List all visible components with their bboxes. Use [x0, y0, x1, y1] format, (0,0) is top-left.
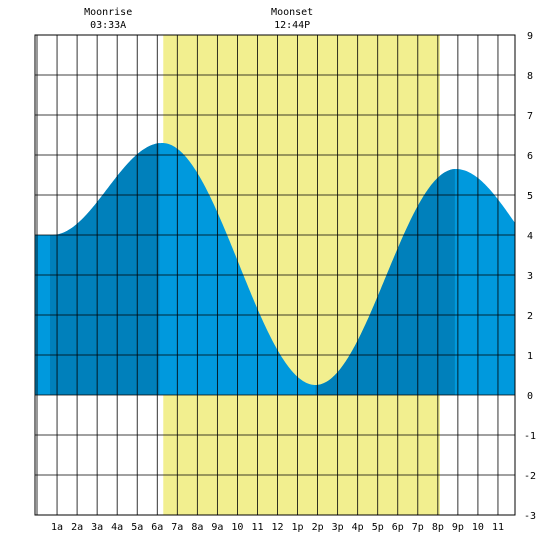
x-tick-label-23: 11 [492, 522, 504, 533]
x-tick-label-21: 9p [452, 522, 464, 533]
y-tick-label-5: 5 [527, 191, 533, 202]
y-tick-label-8: 8 [527, 71, 533, 82]
y-tick-label--1: -1 [524, 431, 536, 442]
y-tick-label-2: 2 [527, 311, 533, 322]
grid-layer [34, 34, 516, 516]
x-tick-label-15: 3p [332, 522, 344, 533]
x-tick-label-14: 2p [312, 522, 324, 533]
y-tick-label-6: 6 [527, 151, 533, 162]
y-tick-label-0: 0 [527, 391, 533, 402]
label-layer: 1a 2a 3a 4a 5a 6a 7a 8a 9a 10 11 12 1p 2p 3p 4p 5p 6p 7p 8p… [51, 7, 536, 533]
moonset-label: Moonset [271, 7, 313, 18]
y-tick-label-9: 9 [527, 31, 533, 42]
x-tick-label-13: 1p [292, 522, 304, 533]
x-tick-label-18: 6p [392, 522, 404, 533]
y-tick-label-1: 1 [527, 351, 533, 362]
x-tick-label-8: 8a [191, 522, 203, 533]
x-tick-label-11: 11 [251, 522, 263, 533]
x-tick-label-17: 5p [372, 522, 384, 533]
plot-frame [34, 34, 516, 516]
x-tick-label-12: 12 [271, 522, 283, 533]
x-tick-label-3: 3a [91, 522, 103, 533]
y-tick-label--3: -3 [524, 511, 536, 522]
moonset-time: 12:44P [274, 20, 310, 31]
x-tick-label-22: 10 [472, 522, 484, 533]
x-tick-label-20: 8p [432, 522, 444, 533]
x-tick-label-9: 9a [211, 522, 223, 533]
x-tick-label-16: 4p [352, 522, 364, 533]
x-tick-label-7: 7a [171, 522, 183, 533]
moonrise-label: Moonrise [84, 7, 132, 18]
x-tick-label-5: 5a [131, 522, 143, 533]
y-tick-label--2: -2 [524, 471, 536, 482]
moonrise-time: 03:33A [90, 20, 126, 31]
y-tick-label-7: 7 [527, 111, 533, 122]
x-tick-label-2: 2a [71, 522, 83, 533]
y-tick-label-4: 4 [527, 231, 533, 242]
x-tick-label-10: 10 [231, 522, 243, 533]
tide-dark-band-1 [50, 143, 160, 395]
x-tick-label-4: 4a [111, 522, 123, 533]
x-tick-label-1: 1a [51, 522, 63, 533]
tide-dark-band-2 [315, 169, 455, 395]
tide-layer [35, 143, 515, 395]
x-tick-label-19: 7p [412, 522, 424, 533]
x-tick-label-6: 6a [151, 522, 163, 533]
y-tick-label-3: 3 [527, 271, 533, 282]
